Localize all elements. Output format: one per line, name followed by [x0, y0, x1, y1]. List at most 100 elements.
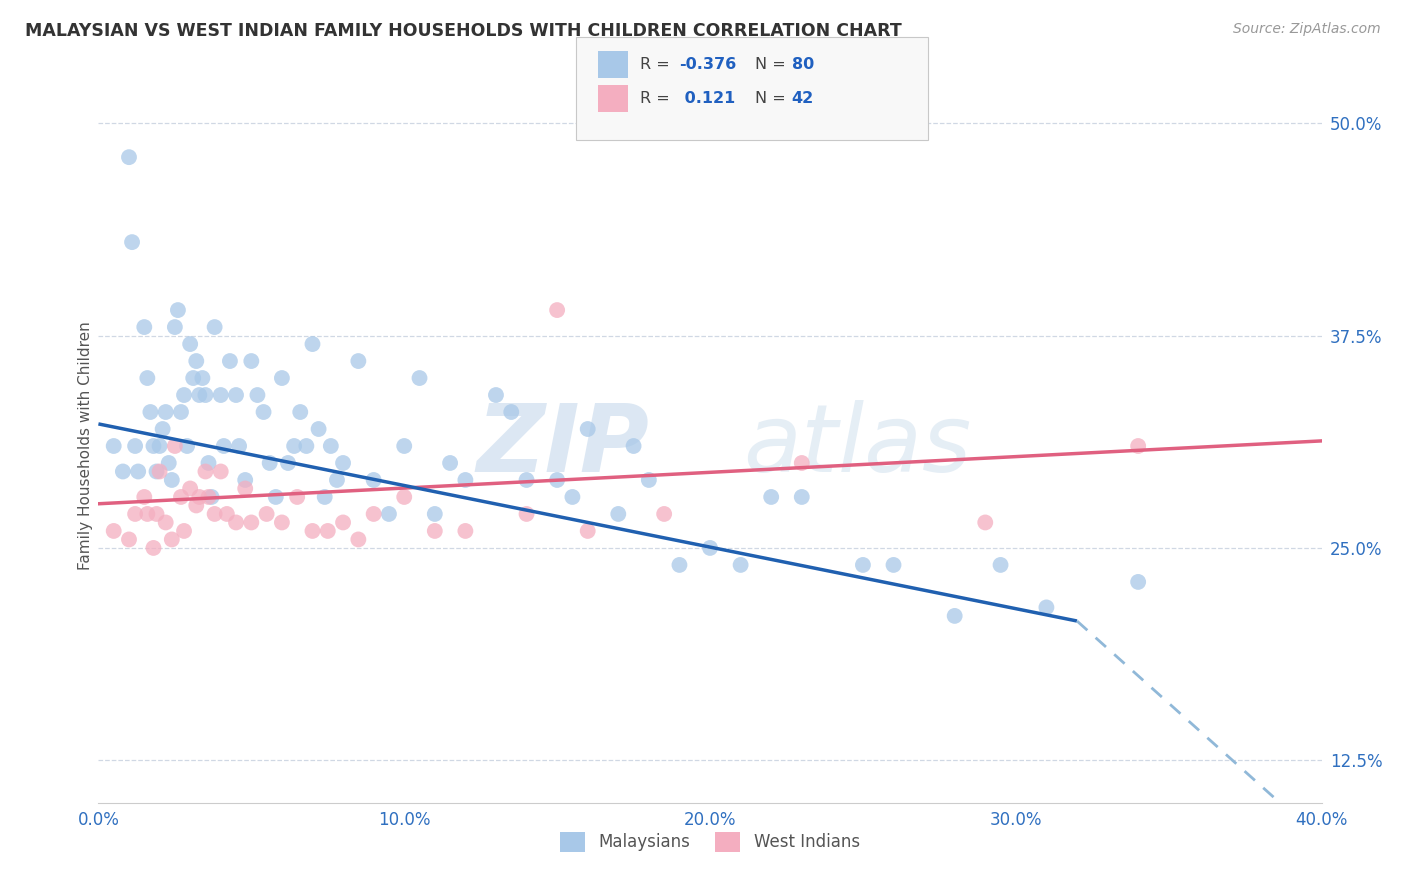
Point	[124, 439, 146, 453]
Point	[167, 303, 190, 318]
Point	[204, 320, 226, 334]
Text: ZIP: ZIP	[477, 400, 650, 492]
Point	[191, 371, 214, 385]
Point	[301, 337, 323, 351]
Point	[176, 439, 198, 453]
Point	[197, 490, 219, 504]
Point	[173, 524, 195, 538]
Point	[155, 516, 177, 530]
Point	[1035, 600, 1057, 615]
Point	[233, 482, 256, 496]
Point	[264, 490, 287, 504]
Point	[454, 473, 477, 487]
Point	[316, 524, 339, 538]
Point	[790, 456, 813, 470]
Text: R =: R =	[640, 57, 675, 71]
Point	[668, 558, 690, 572]
Text: 0.121: 0.121	[679, 91, 735, 105]
Point	[163, 320, 186, 334]
Point	[347, 354, 370, 368]
Text: Source: ZipAtlas.com: Source: ZipAtlas.com	[1233, 22, 1381, 37]
Point	[209, 465, 232, 479]
Point	[277, 456, 299, 470]
Point	[332, 516, 354, 530]
Point	[790, 490, 813, 504]
Point	[252, 405, 274, 419]
Point	[423, 524, 446, 538]
Point	[186, 354, 208, 368]
Point	[240, 516, 263, 530]
Point	[1128, 439, 1150, 453]
Legend: Malaysians, West Indians: Malaysians, West Indians	[554, 825, 866, 859]
Point	[454, 524, 477, 538]
Point	[408, 371, 430, 385]
Point	[314, 490, 336, 504]
Text: N =: N =	[755, 57, 792, 71]
Point	[194, 388, 217, 402]
Text: MALAYSIAN VS WEST INDIAN FAMILY HOUSEHOLDS WITH CHILDREN CORRELATION CHART: MALAYSIAN VS WEST INDIAN FAMILY HOUSEHOL…	[25, 22, 903, 40]
Point	[974, 516, 997, 530]
Point	[363, 507, 385, 521]
Point	[160, 473, 183, 487]
Point	[240, 354, 263, 368]
Point	[103, 524, 125, 538]
Point	[259, 456, 281, 470]
Point	[127, 465, 149, 479]
Point	[652, 507, 675, 521]
Point	[197, 456, 219, 470]
Point	[179, 337, 201, 351]
Text: 42: 42	[792, 91, 814, 105]
Point	[301, 524, 323, 538]
Point	[186, 499, 208, 513]
Point	[173, 388, 195, 402]
Point	[134, 490, 156, 504]
Point	[283, 439, 305, 453]
Point	[136, 507, 159, 521]
Point	[212, 439, 235, 453]
Point	[546, 473, 568, 487]
Point	[319, 439, 342, 453]
Point	[136, 371, 159, 385]
Point	[142, 439, 165, 453]
Point	[576, 422, 599, 436]
Point	[124, 507, 146, 521]
Point	[943, 608, 966, 623]
Point	[157, 456, 180, 470]
Point	[145, 465, 167, 479]
Point	[209, 388, 232, 402]
Point	[730, 558, 752, 572]
Point	[188, 490, 211, 504]
Point	[561, 490, 583, 504]
Point	[139, 405, 162, 419]
Point	[852, 558, 875, 572]
Point	[111, 465, 134, 479]
Text: atlas: atlas	[742, 401, 972, 491]
Point	[121, 235, 143, 249]
Text: -0.376: -0.376	[679, 57, 737, 71]
Text: R =: R =	[640, 91, 675, 105]
Point	[194, 465, 217, 479]
Point	[149, 465, 172, 479]
Point	[290, 405, 312, 419]
Point	[332, 456, 354, 470]
Point	[204, 507, 226, 521]
Point	[439, 456, 461, 470]
Point	[623, 439, 645, 453]
Point	[188, 388, 211, 402]
Point	[256, 507, 278, 521]
Point	[103, 439, 125, 453]
Point	[155, 405, 177, 419]
Point	[637, 473, 661, 487]
Point	[181, 371, 204, 385]
Point	[347, 533, 370, 547]
Point	[485, 388, 508, 402]
Point	[378, 507, 401, 521]
Point	[295, 439, 318, 453]
Point	[225, 388, 247, 402]
Point	[546, 303, 568, 318]
Point	[759, 490, 782, 504]
Point	[233, 473, 256, 487]
Point	[699, 541, 721, 555]
Text: N =: N =	[755, 91, 792, 105]
Point	[270, 516, 292, 530]
